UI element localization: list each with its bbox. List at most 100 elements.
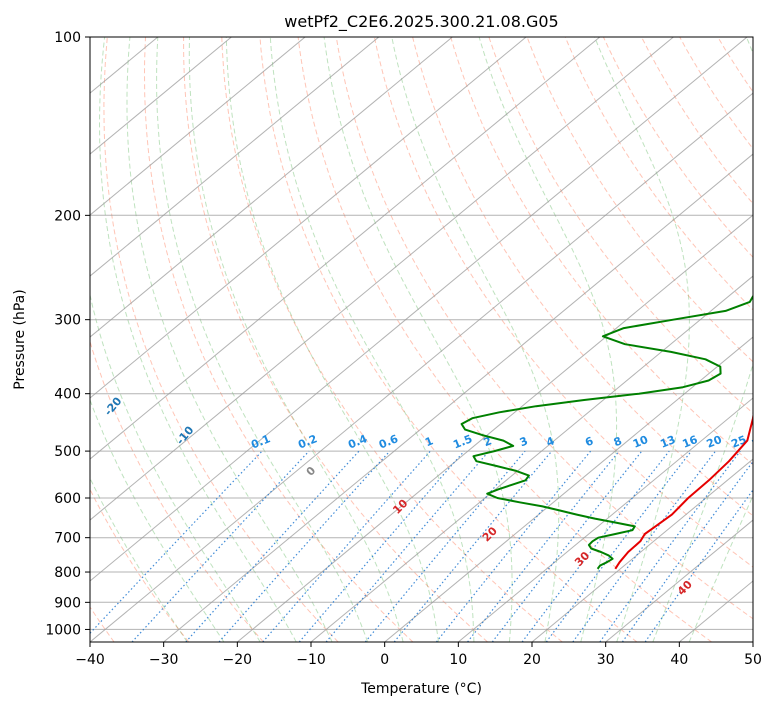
x-axis: −40 −30 −20 −10 0 10 20 30 40 50 <box>75 642 762 668</box>
mixing-ratio-label: 1 <box>423 434 435 449</box>
isotherm <box>90 37 232 155</box>
dry-adiabat <box>90 339 264 642</box>
dry-adiabat-label: 30 <box>572 549 592 569</box>
x-tick-label: 20 <box>523 652 541 668</box>
dry-adiabat-label: -20 <box>102 394 125 418</box>
dry-adiabat <box>373 37 753 568</box>
y-tick-label: 800 <box>54 565 81 581</box>
isotherm <box>384 336 753 642</box>
mixing-ratio-label: 36 <box>771 433 775 451</box>
moist-adiabat <box>323 37 513 642</box>
dry-adiabat <box>564 37 753 311</box>
mixing-ratio-line <box>218 450 391 642</box>
mixing-ratio-line <box>90 450 263 635</box>
mixing-ratio-line <box>131 450 310 642</box>
mixing-ratio-label: 2 <box>482 434 494 449</box>
profile-series <box>460 294 753 570</box>
x-tick-label: −20 <box>223 652 253 668</box>
temperature-profile <box>614 411 753 570</box>
isotherm <box>90 37 748 582</box>
y-tick-label: 400 <box>54 387 81 403</box>
dry-adiabat <box>679 37 753 150</box>
x-tick-label: 40 <box>670 652 688 668</box>
x-tick-label: 30 <box>597 652 615 668</box>
dry-adiabat <box>717 37 753 93</box>
moist-adiabat <box>126 37 333 642</box>
x-axis-label: Temperature (°C) <box>360 681 482 697</box>
y-tick-label: 300 <box>54 313 81 329</box>
y-tick-label: 500 <box>54 444 81 460</box>
mixing-ratio-label: 3 <box>518 434 530 449</box>
mixing-ratio-label: 30 <box>750 433 769 451</box>
isotherm <box>457 397 753 642</box>
mixing-ratio-line <box>262 450 431 642</box>
mixing-ratio-line <box>393 450 553 642</box>
dry-adiabat <box>641 37 753 205</box>
mixing-ratio-label: 8 <box>612 434 624 449</box>
mixing-ratio-line <box>521 450 670 642</box>
dry-adiabat <box>450 37 753 466</box>
isotherm <box>531 458 753 642</box>
moist-adiabat <box>594 37 690 642</box>
dry-adiabat <box>183 37 488 642</box>
moist-adiabat <box>269 37 475 642</box>
moist-adiabat <box>188 37 404 642</box>
mixing-ratio-line <box>467 450 620 642</box>
isotherm <box>90 37 306 216</box>
dry-adiabat <box>412 37 753 517</box>
moist-adiabat <box>225 37 439 642</box>
y-tick-label: 600 <box>54 491 81 507</box>
moist-adiabat <box>90 476 188 642</box>
moist-adiabat <box>156 37 369 642</box>
x-tick-label: 50 <box>744 652 762 668</box>
x-tick-label: −40 <box>75 652 105 668</box>
mixing-ratio-label: 0.2 <box>296 432 319 451</box>
mixing-ratio-line <box>185 450 360 642</box>
mixing-ratio-line <box>572 450 716 642</box>
mixing-ratio-label: 6 <box>583 434 595 449</box>
isotherm <box>90 37 601 460</box>
mixing-ratio-label: 25 <box>729 433 748 451</box>
mixing-ratio-line <box>644 488 753 642</box>
isotherm <box>236 214 753 642</box>
y-axis-label: Pressure (hPa) <box>12 289 28 389</box>
isotherm <box>752 641 753 642</box>
isotherm <box>90 37 380 277</box>
mixing-ratio-label: 0.1 <box>249 432 272 451</box>
mixing-ratio-line <box>298 450 465 642</box>
mixing-ratio-label: 13 <box>658 433 677 451</box>
dry-adiabat <box>297 37 712 642</box>
x-tick-label: 10 <box>449 652 467 668</box>
isotherm <box>90 92 753 642</box>
dry-adiabat <box>756 37 775 642</box>
mixing-ratio-label: 10 <box>631 433 650 451</box>
moist-adiabat <box>478 37 618 642</box>
isotherm <box>90 37 674 521</box>
x-tick-label: −10 <box>296 652 326 668</box>
x-tick-label: 0 <box>380 652 389 668</box>
mixing-ratio-label: 0.4 <box>346 432 369 451</box>
moist-adiabat <box>90 398 225 642</box>
mixing-ratio-line <box>599 450 741 642</box>
dry-adiabat <box>335 37 753 620</box>
y-tick-label: 700 <box>54 531 81 547</box>
dry-adiabat <box>143 37 414 642</box>
dry-adiabat-label: 20 <box>480 524 500 544</box>
chart-title: wetPf2_C2E6.2025.300.21.08.G05 <box>284 12 558 32</box>
plot-frame <box>89 36 754 643</box>
isotherm <box>678 580 753 642</box>
dewpoint-profile <box>460 294 753 570</box>
moist-adiabat <box>391 37 560 642</box>
mixing-ratio-line <box>364 450 526 642</box>
y-axis: 100 200 300 400 500 600 700 800 900 1000 <box>45 30 90 638</box>
isotherm <box>605 519 753 642</box>
moist-adiabat <box>90 292 261 642</box>
dry-adiabat-label: -10 <box>174 423 197 447</box>
mixing-ratio-line <box>621 460 753 642</box>
y-tick-label: 100 <box>54 30 81 46</box>
moist-adiabat <box>98 37 297 642</box>
dry-adiabat <box>103 37 339 642</box>
y-tick-label: 200 <box>54 208 81 224</box>
mixing-ratio-label: 16 <box>680 433 699 451</box>
